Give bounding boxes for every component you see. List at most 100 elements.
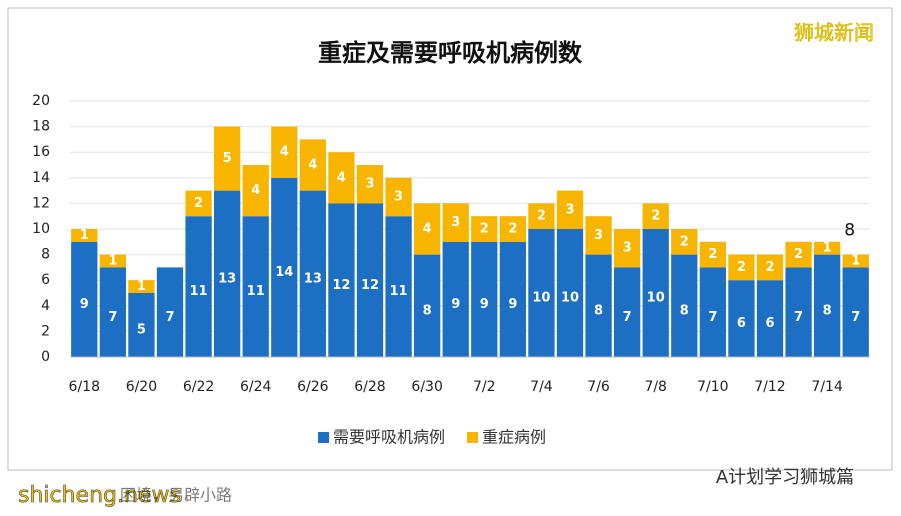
bar-segment <box>842 254 869 268</box>
bar-segment <box>414 203 441 255</box>
data-label: 5 <box>137 323 146 338</box>
y-tick-label: 14 <box>32 170 50 186</box>
bar-segment <box>814 241 841 255</box>
bar-segment <box>71 241 98 357</box>
y-tick-label: 2 <box>41 323 50 339</box>
data-label: 10 <box>561 291 579 306</box>
data-label: 3 <box>565 202 574 217</box>
y-tick-label: 10 <box>32 221 50 237</box>
x-tick-label: 7/6 <box>587 379 610 395</box>
x-tick-label: 7/10 <box>697 379 728 395</box>
data-label: 7 <box>794 310 803 325</box>
x-tick-label: 6/18 <box>69 379 100 395</box>
x-tick-label: 7/8 <box>644 379 667 395</box>
data-label: 3 <box>451 215 460 230</box>
bar-segment <box>271 177 298 357</box>
data-label: 2 <box>537 209 546 224</box>
x-tick-label: 7/4 <box>530 379 553 395</box>
x-tick-label: 6/30 <box>411 379 442 395</box>
x-tick-label: 6/22 <box>183 379 214 395</box>
data-label: 2 <box>794 247 803 262</box>
data-label: 9 <box>480 297 489 312</box>
bar-segment <box>385 177 412 217</box>
data-label: 6 <box>737 316 746 331</box>
y-tick-label: 8 <box>41 247 50 263</box>
bar-segment <box>614 229 641 268</box>
bar-segment <box>99 254 126 268</box>
bar-segment <box>99 267 126 357</box>
y-tick-label: 18 <box>32 119 50 135</box>
data-label: 4 <box>251 183 260 198</box>
data-label: 3 <box>394 190 403 205</box>
y-tick-label: 16 <box>32 144 50 160</box>
x-tick-label: 7/12 <box>754 379 785 395</box>
bar-segment <box>356 203 384 357</box>
chart-title: 重症及需要呼吸机病例数 <box>318 39 583 67</box>
bar-segment <box>471 241 498 357</box>
bar-segment <box>671 229 698 255</box>
data-label: 7 <box>108 310 117 325</box>
x-tick-label: 6/26 <box>297 379 329 395</box>
data-label: 2 <box>708 247 717 262</box>
data-label: 2 <box>680 234 689 249</box>
data-label: 8 <box>823 303 832 318</box>
y-tick-label: 12 <box>32 195 50 211</box>
data-label: 1 <box>823 241 832 256</box>
data-label: 7 <box>708 310 717 325</box>
bar-segment <box>356 165 384 204</box>
bar-segment <box>585 216 612 255</box>
data-label: 8 <box>594 303 603 318</box>
y-tick-label: 4 <box>41 298 50 314</box>
watermark: 狮城新闻 <box>794 21 874 45</box>
bar-segment <box>71 229 98 242</box>
bar-segment <box>185 190 212 217</box>
data-label: 2 <box>737 260 746 275</box>
bar-segment <box>785 267 812 357</box>
data-label: 13 <box>304 271 322 286</box>
data-label: 11 <box>190 284 208 299</box>
bar-segment <box>728 254 755 281</box>
y-tick-label: 6 <box>41 272 50 288</box>
data-label: 1 <box>851 254 860 269</box>
annotation: 8 <box>844 221 855 241</box>
data-label: 11 <box>247 284 265 299</box>
bar-segment <box>528 203 555 229</box>
bar-segment <box>699 241 726 268</box>
bar-segment <box>556 229 584 357</box>
data-label: 10 <box>647 291 665 306</box>
data-label: 3 <box>594 228 603 243</box>
data-label: 6 <box>765 316 774 331</box>
bar-segment <box>242 165 269 217</box>
data-label: 4 <box>337 170 346 185</box>
bar-segment <box>728 280 755 357</box>
data-label: 12 <box>332 278 350 293</box>
bar-segment <box>214 190 241 357</box>
data-label: 1 <box>137 279 146 294</box>
bar-segment <box>271 126 298 178</box>
x-tick-label: 7/14 <box>811 379 843 395</box>
bar-segment <box>556 190 584 229</box>
data-label: 7 <box>165 310 174 325</box>
data-label: 9 <box>508 297 517 312</box>
data-label: 5 <box>223 151 232 166</box>
data-label: 14 <box>275 265 293 280</box>
bar-segment <box>642 229 669 357</box>
data-label: 2 <box>480 222 489 237</box>
legend-swatch <box>467 432 479 443</box>
data-label: 13 <box>218 271 236 286</box>
bar-segment <box>442 241 469 357</box>
data-label: 2 <box>194 196 203 211</box>
bar-segment <box>442 203 469 242</box>
bar-segment <box>156 267 184 357</box>
bar-segment <box>128 280 155 293</box>
bar-segment <box>785 241 812 268</box>
bar-segment <box>842 267 869 357</box>
bar-segment <box>642 203 669 229</box>
bar-segment <box>699 267 726 357</box>
data-label: 1 <box>108 254 117 269</box>
data-label: 4 <box>308 158 317 173</box>
footer-text: 困境，另辟小路 <box>120 486 232 505</box>
bar-segment <box>128 293 155 357</box>
bar-segment <box>328 152 355 204</box>
